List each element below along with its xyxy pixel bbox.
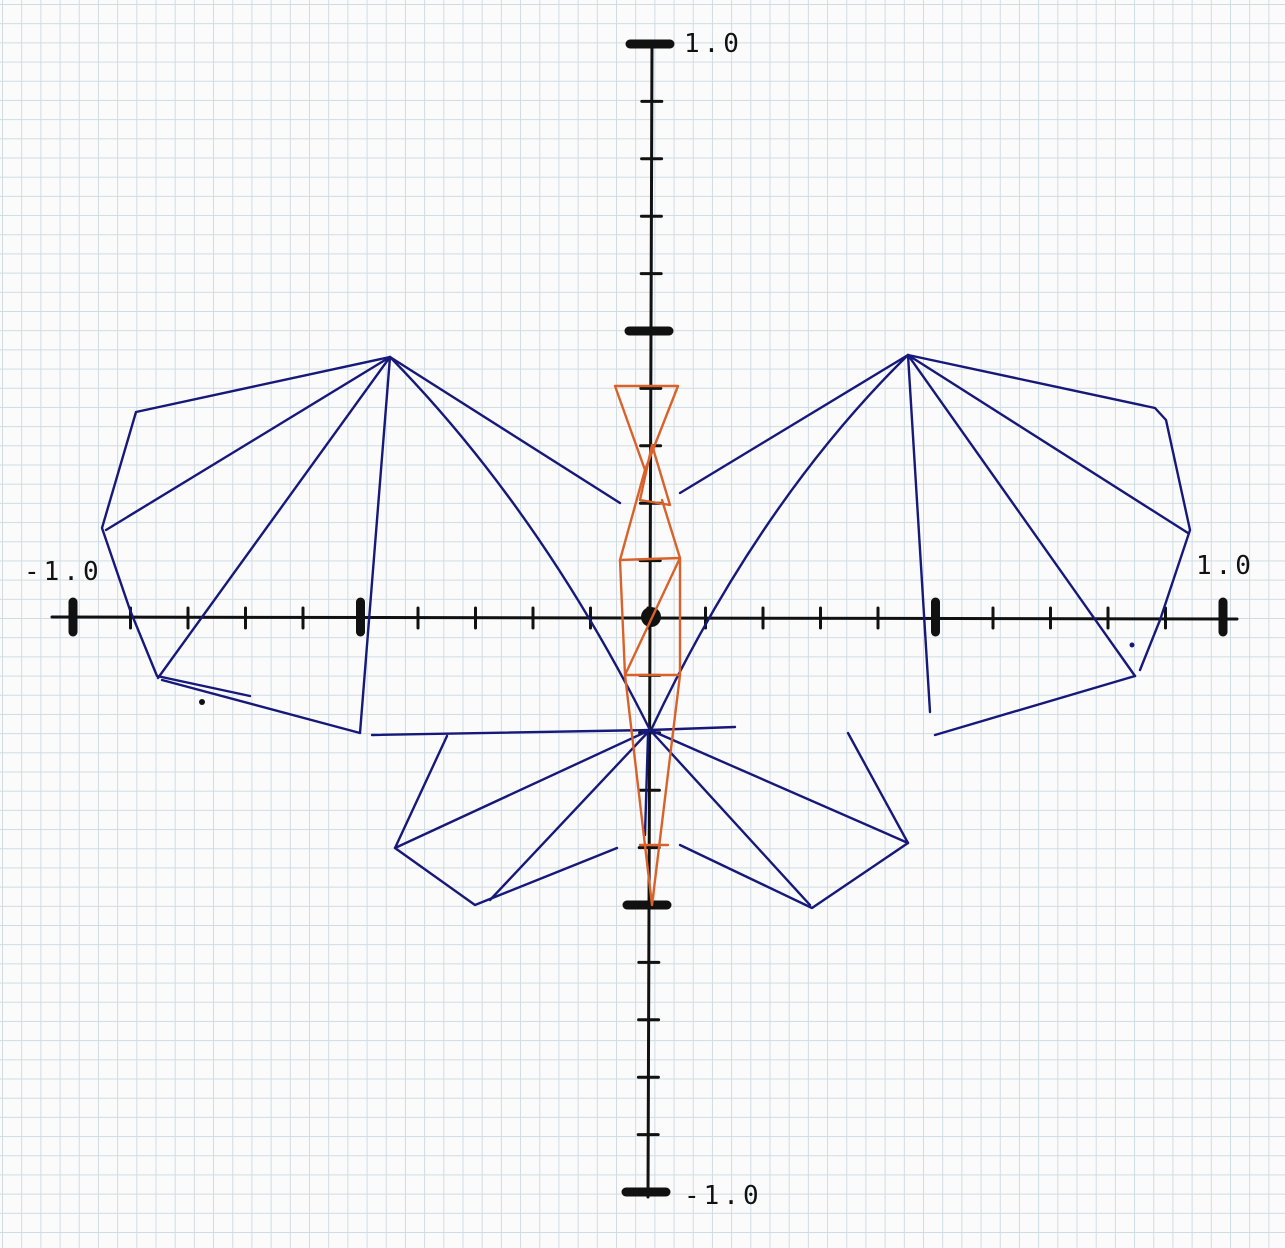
- right-lower-wing-edge: [678, 731, 910, 910]
- right-upper-wing: [650, 353, 1192, 737]
- y-max-label: 1.0: [684, 29, 743, 59]
- y-min-label: -1.0: [684, 1181, 763, 1211]
- left-lower-wing-edge: [393, 734, 449, 850]
- butterfly-body: [613, 384, 682, 907]
- body-head-inner: [638, 443, 672, 507]
- x-max-label: 1.0: [1196, 551, 1255, 581]
- coordinate-axes: [50, 39, 1239, 1199]
- stray-dot: [199, 699, 205, 705]
- right-lower-wing-spoke: [648, 728, 910, 845]
- left-upper-wing-spoke: [156, 355, 392, 680]
- right-upper-wing-lower-edge: [933, 674, 1137, 737]
- left-lower-wing-spoke: [488, 728, 652, 902]
- left-upper-wing-spoke: [358, 355, 392, 735]
- body-abdomen: [623, 673, 682, 907]
- right-lower-wing-spoke: [648, 728, 812, 907]
- left-upper-wing-outline: [100, 355, 622, 698]
- right-upper-wing-spoke: [906, 353, 932, 714]
- right-upper-wing-spoke: [650, 353, 910, 730]
- right-upper-wing-spoke: [906, 353, 1190, 535]
- right-lower-wing: [643, 725, 910, 910]
- body-head-triangle: [613, 384, 680, 472]
- left-lower-wing: [370, 728, 652, 907]
- body-thorax: [618, 468, 682, 562]
- right-lower-wing-outline: [648, 725, 737, 732]
- left-upper-wing-spoke: [388, 355, 652, 732]
- left-upper-wing-lower-edge: [160, 678, 362, 735]
- stray-dot: [1129, 642, 1135, 648]
- x-min-label: -1.0: [24, 557, 103, 587]
- left-lower-wing-inner-edge: [643, 733, 650, 837]
- left-upper-wing-spoke: [104, 355, 392, 532]
- left-upper-wing: [100, 355, 652, 735]
- right-upper-wing-spoke: [906, 353, 1137, 678]
